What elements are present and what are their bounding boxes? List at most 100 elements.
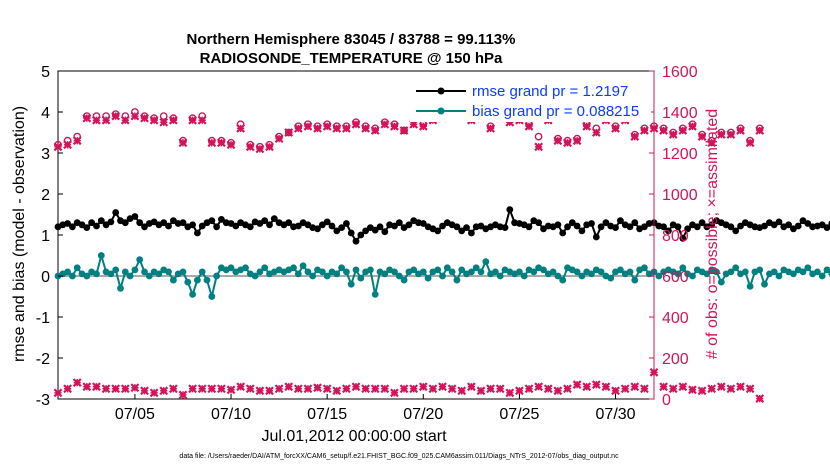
obs-assimilated-point	[563, 138, 572, 148]
y-right-tick-label: 400	[662, 310, 689, 327]
bias-point	[227, 264, 235, 272]
bias-point	[357, 274, 365, 282]
obs-assimilated-point	[678, 126, 688, 135]
obs-assimilated-point	[101, 115, 111, 125]
bias-point	[799, 268, 807, 276]
obs-low-point	[755, 394, 765, 403]
obs-low-point	[409, 384, 419, 394]
bias-point	[717, 278, 725, 286]
rmse-point	[458, 227, 466, 235]
bias-point	[93, 270, 100, 278]
bias-point	[453, 276, 461, 284]
rmse-point	[578, 227, 586, 235]
obs-assimilated-point	[755, 126, 765, 135]
bias-point	[400, 276, 408, 284]
rmse-point	[136, 219, 144, 227]
bias-point	[165, 268, 172, 276]
bias-point	[607, 274, 615, 282]
bias-point	[367, 266, 374, 274]
obs-assimilated-point	[390, 121, 399, 131]
rmse-point	[684, 225, 691, 233]
obs-assimilated-point	[332, 124, 342, 133]
bias-point	[117, 284, 124, 292]
bias-point	[472, 264, 480, 272]
y-right-tick-label: 1000	[662, 187, 698, 204]
rmse-point	[194, 229, 201, 237]
legend-marker-rmse	[437, 87, 445, 95]
bias-point	[492, 268, 499, 276]
obs-low-point	[582, 382, 592, 392]
bias-point	[578, 272, 586, 280]
bias-point	[352, 266, 360, 274]
rmse-point	[218, 216, 225, 223]
bias-point	[468, 268, 475, 276]
rmse-point	[405, 221, 413, 229]
obs-low-point	[82, 382, 92, 392]
obs-assimilated-point	[120, 115, 130, 125]
obs-assimilated-point	[524, 121, 534, 131]
bias-point	[131, 266, 139, 274]
rmse-point	[121, 219, 129, 227]
obs-low-point	[197, 384, 207, 394]
bias-point	[448, 268, 456, 276]
bias-point	[155, 270, 163, 278]
rmse-point	[674, 223, 682, 231]
obs-low-point	[217, 384, 226, 394]
rmse-point	[112, 209, 120, 216]
rmse-point	[285, 219, 293, 227]
obs-assimilated-point	[486, 124, 495, 133]
bias-point	[520, 272, 528, 280]
obs-assimilated-point	[736, 126, 745, 135]
obs-low-point	[149, 388, 159, 398]
obs-assimilated-point	[553, 136, 563, 146]
obs-low-point	[736, 382, 745, 392]
obs-assimilated-point	[111, 111, 121, 121]
bias-point	[641, 264, 648, 272]
bias-point	[703, 270, 711, 278]
x-tick-label: 07/20	[403, 406, 443, 423]
y-left-tick-label: -2	[36, 351, 50, 368]
obs-assimilated-point	[207, 138, 217, 148]
obs-low-point	[332, 386, 342, 396]
bias-point	[121, 268, 129, 276]
bias-point	[458, 266, 466, 274]
bias-point	[97, 252, 105, 259]
obs-assimilated-point	[361, 124, 370, 133]
obs-low-point	[495, 384, 505, 394]
rmse-point	[208, 217, 216, 225]
obs-low-point	[361, 384, 370, 394]
rmse-point	[631, 219, 639, 227]
rmse-point	[347, 229, 355, 237]
rmse-point	[794, 222, 802, 230]
x-tick-label: 07/15	[307, 406, 347, 423]
obs-low-point	[399, 384, 409, 394]
obs-assimilated-point	[697, 132, 707, 141]
y-left-tick-label: 0	[41, 269, 50, 286]
legend-box	[410, 78, 651, 122]
bias-point	[775, 272, 783, 280]
data-file-footer: data file: /Users/raeder/DAI/ATM_forcXX/…	[179, 453, 619, 460]
obs-assimilated-point	[284, 128, 294, 137]
legend-text-bias: bias grand pr = 0.088215	[472, 103, 639, 120]
rmse-point	[693, 223, 701, 231]
x-tick-label: 07/10	[211, 406, 251, 423]
obs-low-point	[572, 380, 582, 390]
obs-low-point	[601, 382, 611, 392]
rmse-point	[232, 222, 240, 230]
rmse-point	[357, 231, 365, 239]
bias-point	[496, 272, 504, 280]
obs-low-point	[284, 382, 294, 392]
obs-assimilated-point	[659, 126, 668, 135]
bias-point	[170, 276, 177, 284]
obs-low-point	[543, 384, 553, 394]
obs-assimilated-point	[236, 124, 246, 133]
bias-point	[338, 264, 345, 272]
rmse-point	[679, 234, 687, 242]
obs-low-point	[72, 378, 82, 387]
obs-assimilated-point	[351, 119, 361, 129]
bias-point	[770, 268, 778, 276]
obs-assimilated-point	[745, 138, 755, 148]
bias-point	[814, 268, 821, 276]
rmse-point	[592, 233, 600, 241]
obs-low-point	[505, 388, 515, 398]
